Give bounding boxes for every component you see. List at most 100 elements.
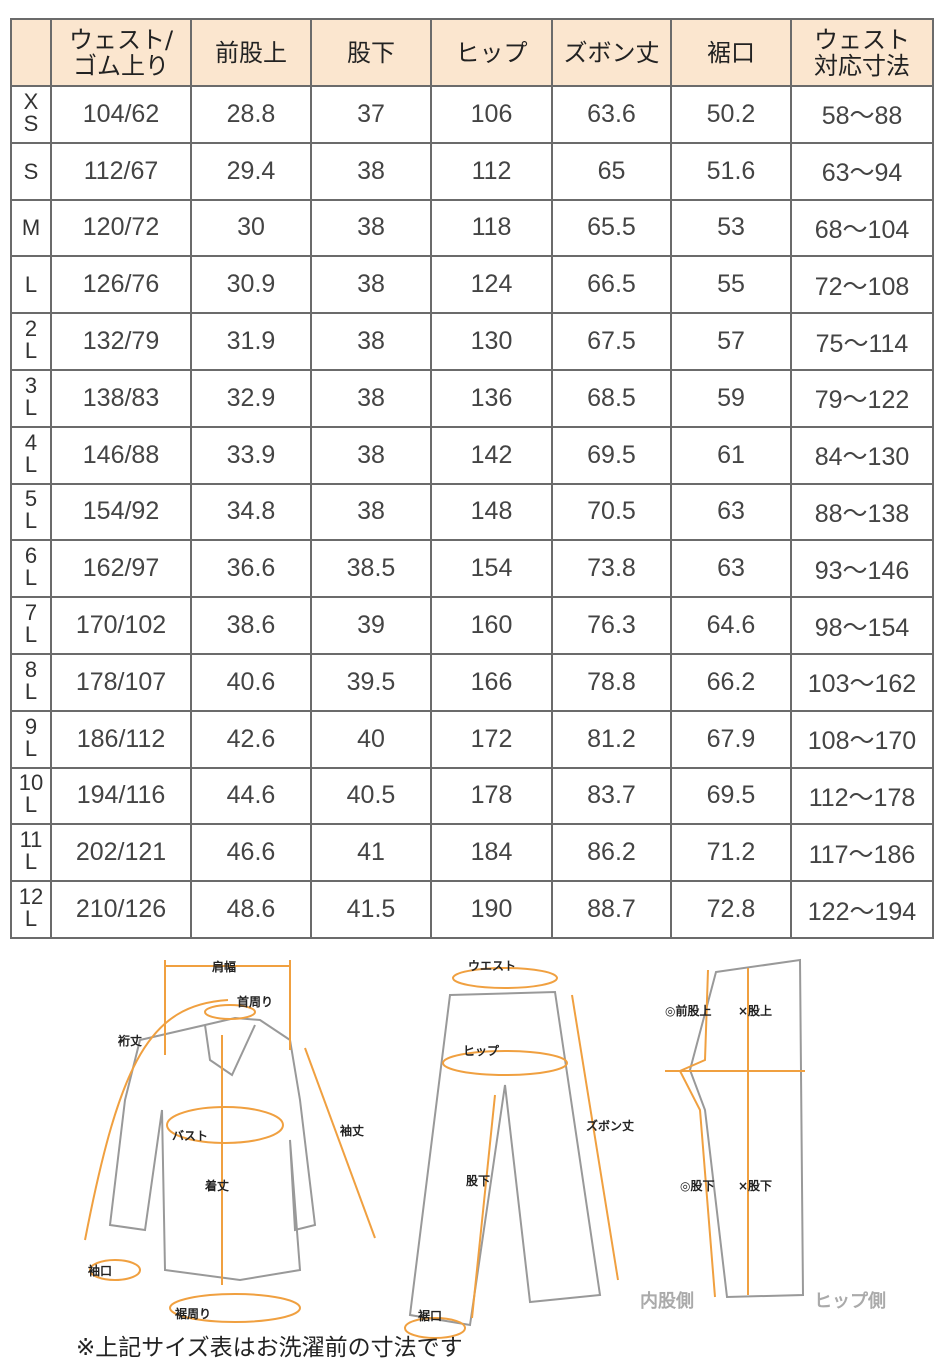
table-cell: 38.5 <box>310 539 432 599</box>
label-yuki: 裄丈 <box>117 1033 142 1048</box>
table-cell: 79～122 <box>790 368 934 428</box>
table-cell: 118 <box>430 198 553 258</box>
size-cell: 11L <box>10 823 52 883</box>
table-cell: 44.6 <box>190 766 312 826</box>
table-row: 11L 202/121 46.6 41 184 86.2 71.2 117～186 <box>10 823 934 883</box>
table-cell: 53 <box>670 198 792 258</box>
table-cell: 194/116 <box>50 766 192 826</box>
table-cell: 67.9 <box>670 709 792 769</box>
table-cell: 132/79 <box>50 312 192 371</box>
table-row: 9L 186/112 42.6 40 172 81.2 67.9 108～170 <box>10 709 934 769</box>
table-cell: 84～130 <box>790 425 934 485</box>
label-inseam-x: ×股下 <box>738 1178 772 1193</box>
label-pants-length: ズボン丈 <box>586 1118 634 1133</box>
table-cell: 81.2 <box>551 709 672 769</box>
table-cell: 58～88 <box>790 85 934 144</box>
table-row: 10L 194/116 44.6 40.5 178 83.7 69.5 112～178 <box>10 766 934 826</box>
size-cell: 3L <box>10 368 52 428</box>
size-cell: 12L <box>10 880 52 939</box>
table-cell: 72～108 <box>790 255 934 315</box>
table-cell: 67.5 <box>551 312 672 371</box>
table-cell: 69.5 <box>551 425 672 485</box>
table-cell: 126/76 <box>50 255 192 315</box>
label-inseam: 股下 <box>466 1173 490 1188</box>
label-neck: 首周り <box>237 994 273 1009</box>
table-cell: 117～186 <box>790 823 934 883</box>
size-table: ウェスト/ ゴム上り 前股上 股下 ヒップ ズボン丈 裾口 ウェスト 対応寸法 XS 104/… <box>10 18 934 939</box>
table-cell: 40.6 <box>190 652 312 712</box>
table-cell: 30.9 <box>190 255 312 315</box>
header-row: ウェスト/ ゴム上り 前股上 股下 ヒップ ズボン丈 裾口 ウェスト 対応寸法 <box>10 18 934 87</box>
table-cell: 59 <box>670 368 792 428</box>
size-label: 12L <box>18 884 44 932</box>
table-cell: 46.6 <box>190 823 312 883</box>
table-cell: 70.5 <box>551 482 672 542</box>
size-label: M <box>21 215 41 241</box>
table-cell: 32.9 <box>190 368 312 428</box>
size-label: 10L <box>18 770 44 818</box>
table-cell: 61 <box>670 425 792 485</box>
label-front-rise: ◎前股上 <box>665 1003 711 1018</box>
table-cell: 83.7 <box>551 766 672 826</box>
table-cell: 41 <box>310 823 432 883</box>
table-cell: 202/121 <box>50 823 192 883</box>
pants-measure-lines <box>404 967 619 1339</box>
table-cell: 112/67 <box>50 141 192 201</box>
table-cell: 34.8 <box>190 482 312 542</box>
column-header: ズボン丈 <box>551 18 672 87</box>
shirt-outline <box>108 1016 317 1282</box>
size-label: 8L <box>24 656 38 704</box>
size-label: 5L <box>24 486 38 534</box>
label-shoulder: 肩幅 <box>212 959 236 974</box>
shirt-measure-lines <box>84 960 376 1323</box>
table-cell: 75～114 <box>790 312 934 371</box>
table-cell: 210/126 <box>50 880 192 939</box>
table-row: 12L 210/126 48.6 41.5 190 88.7 72.8 122～194 <box>10 880 934 939</box>
table-cell: 112～178 <box>790 766 934 826</box>
table-cell: 63～94 <box>790 141 934 201</box>
table-cell: 51.6 <box>670 141 792 201</box>
table-cell: 33.9 <box>190 425 312 485</box>
size-cell: 2L <box>10 312 52 371</box>
table-cell: 31.9 <box>190 312 312 371</box>
table-row: 4L 146/88 33.9 38 142 69.5 61 84～130 <box>10 425 934 485</box>
column-header <box>10 18 52 87</box>
size-label: XS <box>23 88 39 136</box>
size-cell: L <box>10 255 52 315</box>
table-cell: 142 <box>430 425 553 485</box>
table-cell: 68.5 <box>551 368 672 428</box>
table-cell: 69.5 <box>670 766 792 826</box>
table-row: S 112/67 29.4 38 112 65 51.6 63～94 <box>10 141 934 201</box>
table-cell: 55 <box>670 255 792 315</box>
table-cell: 88～138 <box>790 482 934 542</box>
column-header: 前股上 <box>190 18 312 87</box>
table-row: 5L 154/92 34.8 38 148 70.5 63 88～138 <box>10 482 934 542</box>
label-waist: ウエスト <box>468 959 516 973</box>
table-row: 7L 170/102 38.6 39 160 76.3 64.6 98～154 <box>10 596 934 655</box>
size-label: 9L <box>24 713 38 761</box>
table-cell: 104/62 <box>50 85 192 144</box>
table-cell: 76.3 <box>551 596 672 655</box>
table-cell: 65 <box>551 141 672 201</box>
size-label: 7L <box>24 600 38 648</box>
table-cell: 103～162 <box>790 652 934 712</box>
table-row: XS 104/62 28.8 37 106 63.6 50.2 58～88 <box>10 85 934 144</box>
table-row: 3L 138/83 32.9 38 136 68.5 59 79～122 <box>10 368 934 428</box>
table-cell: 28.8 <box>190 85 312 144</box>
table-row: 6L 162/97 36.6 38.5 154 73.8 63 93～146 <box>10 539 934 599</box>
table-cell: 68～104 <box>790 198 934 258</box>
table-cell: 108～170 <box>790 709 934 769</box>
size-label: S <box>23 158 39 184</box>
table-cell: 166 <box>430 652 553 712</box>
label-inner-side: 内股側 <box>640 1290 694 1312</box>
pants-outline <box>408 990 602 1327</box>
table-cell: 63 <box>670 539 792 599</box>
label-hip-side: ヒップ側 <box>814 1290 886 1312</box>
column-header: ヒップ <box>430 18 553 87</box>
table-cell: 178 <box>430 766 553 826</box>
label-inseam-o: ◎股下 <box>680 1178 714 1193</box>
size-cell: XS <box>10 85 52 144</box>
table-cell: 50.2 <box>670 85 792 144</box>
table-cell: 93～146 <box>790 539 934 599</box>
table-cell: 39 <box>310 596 432 655</box>
